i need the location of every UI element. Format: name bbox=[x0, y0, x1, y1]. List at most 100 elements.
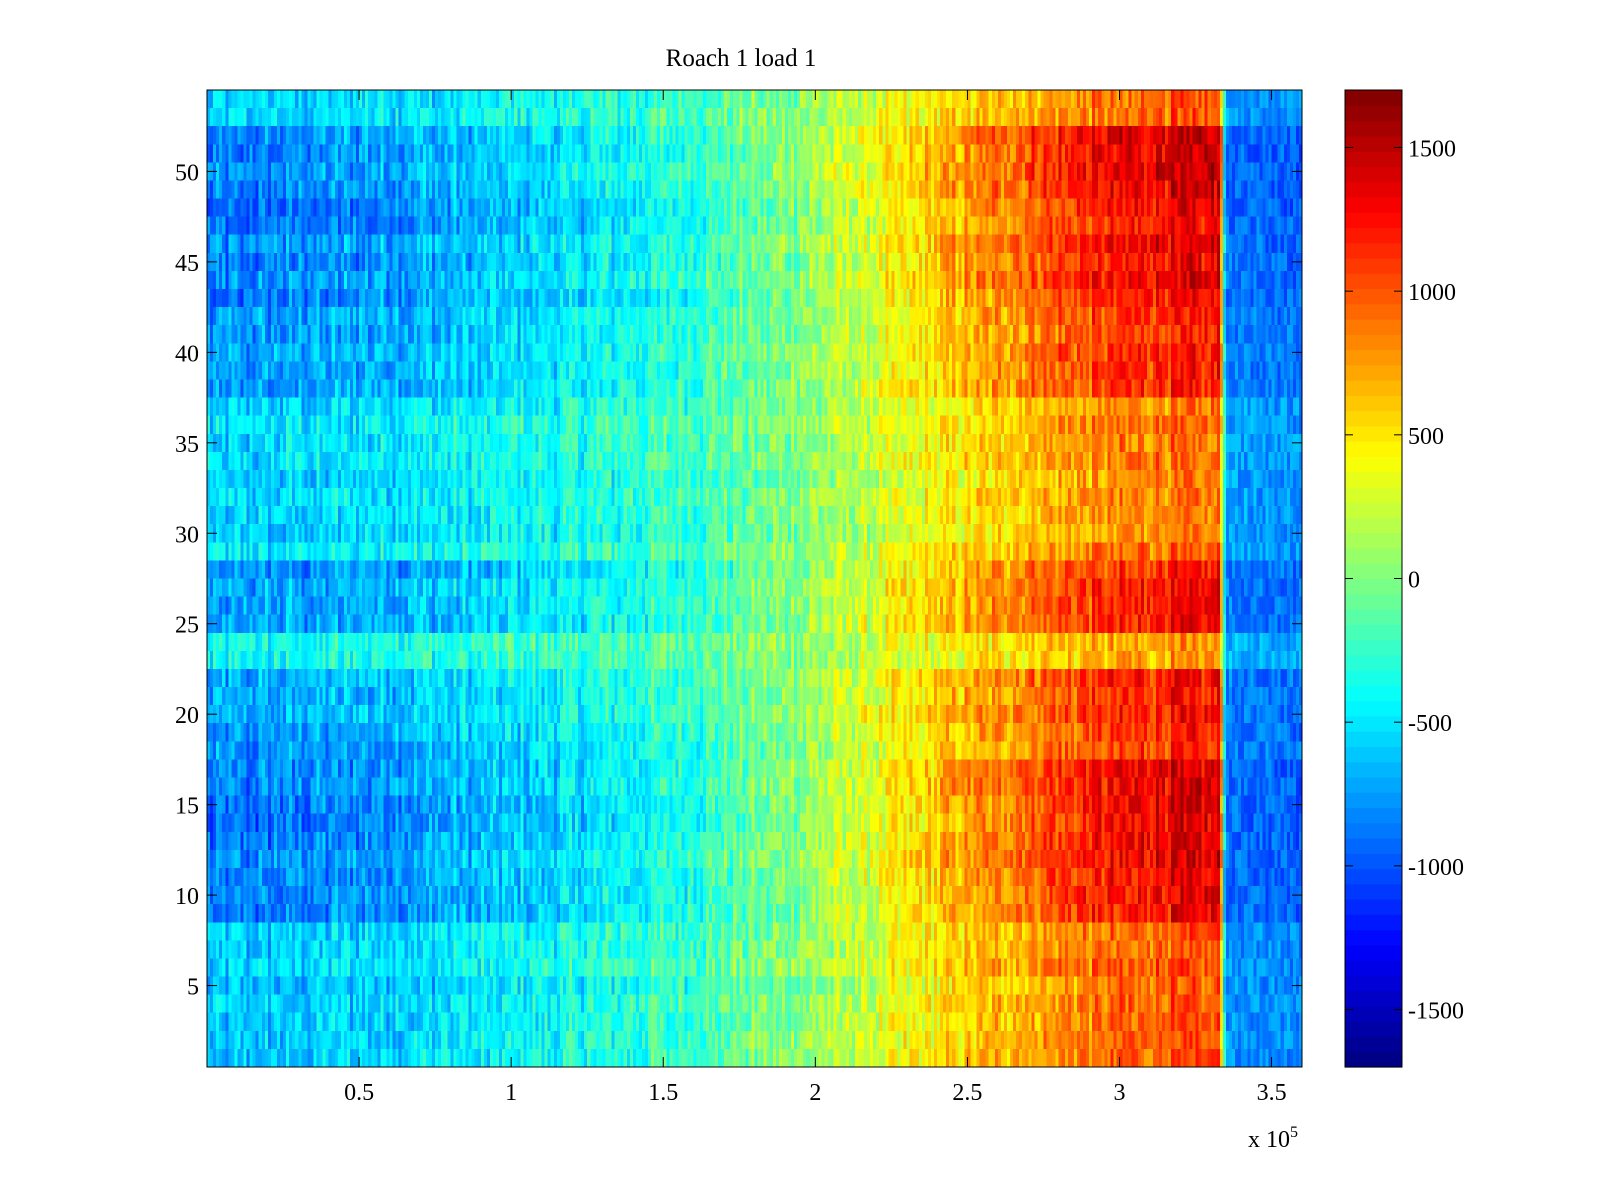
colorbar-segment bbox=[1345, 1051, 1402, 1068]
colorbar-segment bbox=[1345, 776, 1402, 793]
colorbar-segment bbox=[1345, 196, 1402, 213]
y-tick-label: 40 bbox=[175, 341, 199, 367]
colorbar-segment bbox=[1345, 838, 1402, 854]
colorbar-segment bbox=[1345, 517, 1402, 534]
colorbar-segment bbox=[1345, 624, 1402, 641]
colorbar-tick-label: 0 bbox=[1408, 568, 1420, 594]
y-tick-label: 10 bbox=[175, 884, 199, 910]
colorbar-segment bbox=[1345, 792, 1402, 809]
colorbar-segment bbox=[1345, 761, 1402, 778]
colorbar-segment bbox=[1345, 303, 1402, 320]
colorbar-tick-label: -500 bbox=[1408, 711, 1452, 737]
colorbar-segment bbox=[1345, 257, 1402, 274]
colorbar-segment bbox=[1345, 914, 1402, 931]
colorbar-segment bbox=[1345, 990, 1402, 1007]
colorbar-segment bbox=[1345, 105, 1402, 122]
x-scale-exponent: 5 bbox=[1290, 1124, 1298, 1141]
colorbar-segment bbox=[1345, 944, 1402, 961]
colorbar-segment bbox=[1345, 868, 1402, 885]
x-tick-label: 3.5 bbox=[1257, 1080, 1287, 1106]
colorbar-tick-label: 1500 bbox=[1408, 136, 1456, 162]
y-tick-label: 45 bbox=[175, 251, 199, 277]
colorbar-segment bbox=[1345, 1005, 1402, 1022]
colorbar-segment bbox=[1345, 242, 1402, 259]
colorbar-segment bbox=[1345, 364, 1402, 381]
colorbar-tick-label: 1000 bbox=[1408, 280, 1456, 306]
colorbar-segment bbox=[1345, 486, 1402, 503]
colorbar-segment bbox=[1345, 563, 1402, 580]
colorbar-tick-label: -1000 bbox=[1408, 855, 1464, 881]
colorbar-segment bbox=[1345, 639, 1402, 656]
colorbar-segment bbox=[1345, 181, 1402, 198]
colorbar-segment bbox=[1345, 532, 1402, 549]
colorbar-segment bbox=[1345, 166, 1402, 183]
colorbar-segment bbox=[1345, 318, 1402, 335]
colorbar-segment bbox=[1345, 1021, 1402, 1038]
colorbar-segment bbox=[1345, 334, 1402, 351]
colorbar-segment bbox=[1345, 349, 1402, 366]
colorbar-segment bbox=[1345, 456, 1402, 473]
colorbar-segment bbox=[1345, 410, 1402, 427]
colorbar-segment bbox=[1345, 380, 1402, 396]
y-tick-label: 35 bbox=[175, 432, 199, 458]
colorbar-segment bbox=[1345, 471, 1402, 488]
x-tick-label: 0.5 bbox=[344, 1080, 374, 1106]
y-tick-label: 25 bbox=[175, 613, 199, 639]
heatmap-plot-area bbox=[207, 90, 1302, 1067]
colorbar-segment bbox=[1345, 746, 1402, 763]
colorbar-segment bbox=[1345, 822, 1402, 839]
colorbar-segment bbox=[1345, 685, 1402, 702]
colorbar-segment bbox=[1345, 395, 1402, 412]
colorbar-segment bbox=[1345, 547, 1402, 564]
y-tick-label: 50 bbox=[175, 160, 199, 186]
colorbar-segment bbox=[1345, 929, 1402, 946]
x-tick-label: 1.5 bbox=[648, 1080, 678, 1106]
colorbar-segment bbox=[1345, 425, 1402, 442]
colorbar-axis: -1500 -1000 -500 0 500 1000 1500 bbox=[1345, 136, 1464, 1025]
y-tick-label: 5 bbox=[187, 975, 199, 1001]
colorbar-segment bbox=[1345, 212, 1402, 228]
colorbar-segment bbox=[1345, 273, 1402, 290]
colorbar-segment bbox=[1345, 578, 1402, 595]
colorbar-tick-label: 500 bbox=[1408, 424, 1444, 450]
chart-title: Roach 1 load 1 bbox=[666, 45, 817, 72]
y-tick-label: 20 bbox=[175, 703, 199, 729]
colorbar-segment bbox=[1345, 90, 1402, 106]
x-scale-prefix: x 10 bbox=[1248, 1127, 1290, 1153]
colorbar-segment bbox=[1345, 899, 1402, 915]
colorbar-segment bbox=[1345, 654, 1402, 671]
colorbar-segment bbox=[1345, 151, 1402, 167]
colorbar-segment bbox=[1345, 441, 1402, 457]
colorbar-segment bbox=[1345, 715, 1402, 732]
colorbar-tick-label: -1500 bbox=[1408, 999, 1464, 1025]
colorbar-segment bbox=[1345, 670, 1402, 686]
colorbar bbox=[1345, 90, 1402, 1068]
colorbar-segment bbox=[1345, 288, 1402, 305]
colorbar-segment bbox=[1345, 807, 1402, 824]
x-axis: 0.5 1 1.5 2 2.5 3 3.5 bbox=[344, 90, 1287, 1106]
colorbar-segment bbox=[1345, 135, 1402, 152]
colorbar-segment bbox=[1345, 731, 1402, 748]
x-tick-label: 3 bbox=[1114, 1080, 1126, 1106]
heatmap-image bbox=[207, 90, 1302, 1067]
colorbar-segment bbox=[1345, 853, 1402, 870]
colorbar-segment bbox=[1345, 609, 1402, 625]
colorbar-segment bbox=[1345, 1036, 1402, 1053]
x-scale-label: x 105 bbox=[1248, 1124, 1298, 1153]
y-tick-label: 30 bbox=[175, 522, 199, 548]
y-axis: 5 10 15 20 25 30 35 40 45 50 bbox=[175, 160, 1302, 1001]
colorbar-segment bbox=[1345, 883, 1402, 900]
colorbar-segment bbox=[1345, 700, 1402, 717]
x-tick-label: 1 bbox=[505, 1080, 517, 1106]
plot-frame bbox=[206, 89, 1303, 1068]
x-tick-label: 2 bbox=[809, 1080, 821, 1106]
colorbar-segment bbox=[1345, 960, 1402, 977]
colorbar-segment bbox=[1345, 593, 1402, 610]
colorbar-segment bbox=[1345, 502, 1402, 519]
colorbar-segment bbox=[1345, 975, 1402, 992]
x-tick-label: 2.5 bbox=[952, 1080, 982, 1106]
colorbar-segment bbox=[1345, 227, 1402, 244]
y-tick-label: 15 bbox=[175, 794, 199, 820]
colorbar-segment bbox=[1345, 120, 1402, 137]
